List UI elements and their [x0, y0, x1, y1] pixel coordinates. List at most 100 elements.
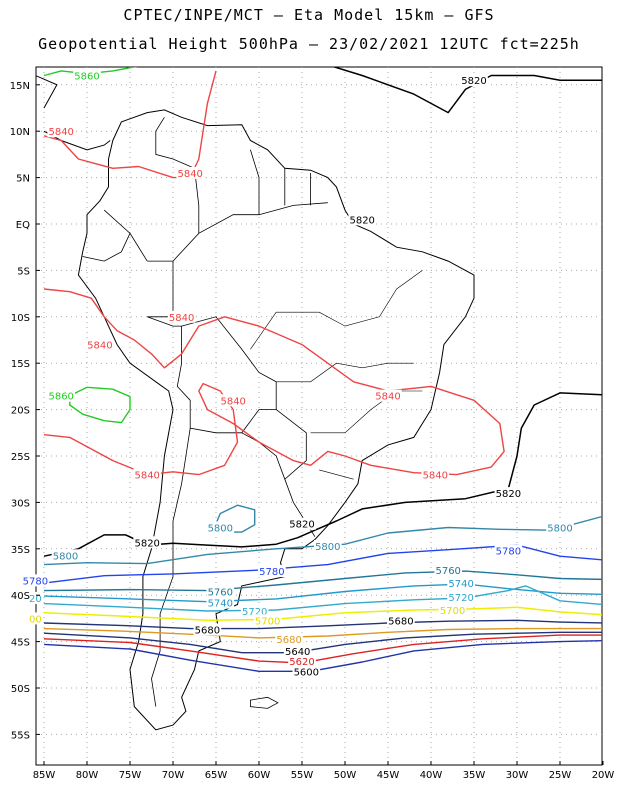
contour-label: 5820 — [349, 215, 374, 226]
contour-5600 — [43, 640, 602, 672]
contour-label-bg — [546, 521, 574, 534]
contour-label: 5740 — [208, 599, 233, 610]
contour-label-bg — [421, 468, 450, 481]
contour-label: 5720 — [242, 607, 267, 618]
lon-tick-label: 20W — [592, 770, 615, 781]
contour-5620 — [43, 634, 602, 664]
contour-label: 5780 — [259, 567, 284, 578]
contour-label: 5700 — [255, 616, 280, 627]
contour-label: 5800 — [315, 542, 340, 553]
contour-label-bg — [21, 574, 50, 587]
contour-label-bg — [47, 125, 75, 138]
contour-label-bg — [206, 521, 235, 534]
contour-label: 5780 — [23, 576, 48, 587]
contour-labels: 5860 5860 5840 5840 5840 5840 5840 5840 5840 5840… — [21, 69, 574, 678]
contour-label-bg — [387, 614, 415, 627]
contour-label-bg — [438, 604, 467, 617]
contour-label-bg — [133, 536, 161, 549]
map-title: CPTEC/INPE/MCT – Eta Model 15km – GFS — [123, 6, 495, 24]
lat-tick-label: 15N — [10, 81, 30, 92]
contour-5840-main — [43, 288, 505, 476]
contour-label-bg — [86, 338, 114, 351]
contour-label-bg — [292, 665, 321, 678]
lat-tick-label: 50S — [11, 684, 30, 695]
state-border — [310, 390, 423, 434]
contour-label: 5840 — [375, 392, 400, 403]
contour-label-bg — [133, 468, 161, 481]
lat-tick-label: 5S — [17, 266, 30, 277]
contour-label: 5820 — [496, 489, 521, 500]
state-border — [319, 469, 354, 480]
contour-label-bg — [51, 549, 80, 562]
contour-label: 5840 — [169, 313, 194, 324]
country-border — [155, 117, 200, 234]
contour-label-bg — [206, 596, 235, 609]
contour-5740 — [43, 583, 602, 603]
map-subtitle: Geopotential Height 500hPa – 23/02/2021 … — [38, 35, 580, 53]
contour-label-bg — [314, 540, 342, 553]
contour-label: 5680 — [388, 616, 413, 627]
contour-label: 5860 — [74, 72, 99, 83]
contour-label-bg — [288, 655, 316, 668]
contour-label: 5700 — [440, 606, 465, 617]
contour-label: 5860 — [48, 392, 73, 403]
contour-5820-south — [43, 392, 602, 557]
contour-label: 5640 — [285, 647, 310, 658]
contour-5760 — [43, 570, 602, 592]
contour-label-bg — [288, 517, 316, 530]
contour-label-bg — [253, 614, 282, 627]
contour-label-bg — [240, 604, 269, 617]
contour-label: 5800 — [208, 523, 233, 534]
contour-label: 00 — [29, 614, 42, 625]
axis-labels: 15N 10N 5N EQ 5S 10S 15S 20S 25S 30S 35S 40S 45S 50S 5… — [10, 81, 615, 781]
lat-tick-label: 20S — [11, 406, 30, 417]
lon-tick-label: 80W — [76, 770, 99, 781]
country-border — [82, 233, 131, 262]
contour-label: 5820 — [461, 76, 486, 87]
falkland-islands — [250, 696, 279, 709]
lon-tick-label: 70W — [162, 770, 185, 781]
contour-label-bg — [206, 585, 235, 598]
contour-label-bg — [47, 389, 75, 402]
lon-tick-label: 40W — [420, 770, 443, 781]
contour-label-bg — [219, 394, 247, 407]
height-contours — [43, 67, 602, 672]
contour-5780 — [43, 544, 602, 584]
contour-label: 5800 — [53, 551, 78, 562]
contour-5680-dark — [43, 619, 602, 630]
country-border — [151, 428, 191, 707]
lat-tick-label: 30S — [11, 498, 30, 509]
lat-tick-label: 55S — [11, 730, 30, 741]
contour-label-bg — [460, 74, 488, 87]
lon-tick-label: 65W — [205, 770, 228, 781]
contour-label-bg — [275, 632, 303, 645]
contour-label: 5820 — [134, 538, 159, 549]
lat-tick-label: 10N — [10, 127, 30, 138]
contour-label: 5840 — [134, 471, 159, 482]
contour-5680 — [43, 627, 602, 639]
contour-5640 — [43, 631, 602, 654]
contour-label-bg — [374, 389, 402, 402]
contour-label-bg — [494, 544, 523, 557]
lat-tick-label: EQ — [16, 220, 30, 231]
lon-tick-label: 55W — [291, 770, 314, 781]
contour-label: 5760 — [208, 587, 233, 598]
lon-tick-label: 75W — [119, 770, 142, 781]
contour-label: 5780 — [496, 547, 521, 558]
country-border — [250, 149, 260, 215]
lon-tick-label: 35W — [463, 770, 486, 781]
contour-label: 5600 — [294, 667, 319, 678]
lat-tick-label: 5N — [16, 174, 30, 185]
state-border — [250, 270, 423, 350]
country-border — [241, 432, 286, 480]
contour-5820-north — [331, 67, 602, 114]
contour-label-bg — [447, 591, 475, 604]
lat-tick-label: 15S — [11, 359, 30, 370]
contour-5800 — [43, 515, 602, 566]
contour-label: 5620 — [289, 657, 314, 668]
state-border — [276, 362, 414, 383]
contour-5700 — [43, 606, 602, 622]
lon-tick-label: 85W — [33, 770, 56, 781]
lat-tick-label: 40S — [11, 591, 30, 602]
